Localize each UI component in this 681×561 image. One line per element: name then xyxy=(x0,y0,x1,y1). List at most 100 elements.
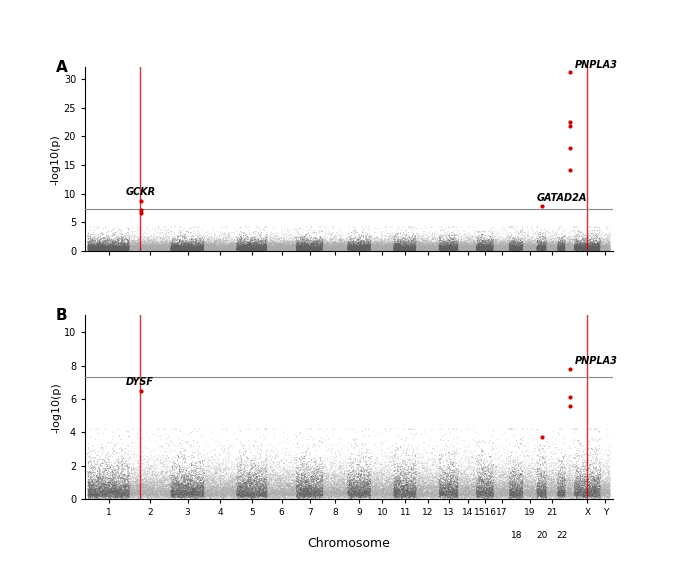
Point xyxy=(537,244,548,253)
Point xyxy=(92,246,103,255)
Point xyxy=(246,246,257,255)
Point xyxy=(475,236,486,245)
Point xyxy=(570,245,581,254)
Point xyxy=(321,238,332,247)
Point xyxy=(396,236,407,245)
Point xyxy=(402,465,413,474)
Point xyxy=(498,491,509,500)
Point xyxy=(432,446,443,455)
Point xyxy=(310,492,321,501)
Point xyxy=(387,489,398,498)
Point xyxy=(442,472,453,481)
Point xyxy=(215,491,225,500)
Point xyxy=(229,246,240,255)
Point xyxy=(575,242,586,251)
Point xyxy=(466,489,477,498)
Point xyxy=(163,488,174,496)
Point xyxy=(256,474,267,483)
Point xyxy=(573,472,584,481)
Point xyxy=(495,486,506,495)
Point xyxy=(521,239,532,248)
Point xyxy=(143,476,154,485)
Point xyxy=(168,243,178,252)
Point xyxy=(110,246,121,255)
Point xyxy=(339,480,350,489)
Point xyxy=(411,243,422,252)
Point xyxy=(535,472,545,481)
Point xyxy=(490,242,501,251)
Point xyxy=(215,476,226,485)
Point xyxy=(369,238,380,247)
Point xyxy=(292,245,303,254)
Point xyxy=(449,489,460,498)
Point xyxy=(110,492,121,501)
Point xyxy=(469,245,479,254)
Point xyxy=(533,488,544,497)
Point xyxy=(444,493,455,502)
Point xyxy=(343,245,354,254)
Point xyxy=(276,490,287,499)
Point xyxy=(337,491,348,500)
Point xyxy=(142,468,153,477)
Point xyxy=(155,475,166,484)
Point xyxy=(565,243,575,252)
Point xyxy=(315,246,326,255)
Point xyxy=(123,244,133,253)
Point xyxy=(600,238,611,247)
Point xyxy=(580,477,590,486)
Point xyxy=(242,245,253,254)
Point xyxy=(423,245,434,254)
Point xyxy=(525,474,536,483)
Point xyxy=(206,240,217,249)
Point xyxy=(98,246,109,255)
Point xyxy=(321,239,332,248)
Point xyxy=(366,480,377,489)
Point xyxy=(474,458,485,467)
Point xyxy=(394,489,405,498)
Point xyxy=(407,242,418,251)
Point xyxy=(151,240,162,249)
Point xyxy=(322,238,333,247)
Point xyxy=(488,242,498,251)
Point xyxy=(528,484,539,493)
Point xyxy=(496,472,507,481)
Point xyxy=(267,484,278,493)
Point xyxy=(535,243,545,252)
Point xyxy=(83,472,94,481)
Point xyxy=(525,243,536,252)
Point xyxy=(392,464,403,473)
Point xyxy=(285,245,296,254)
Point xyxy=(369,493,380,502)
Point xyxy=(221,484,232,493)
Point xyxy=(258,490,269,499)
Point xyxy=(174,241,185,250)
Point xyxy=(127,456,138,465)
Point xyxy=(142,486,153,495)
Point xyxy=(560,245,571,254)
Point xyxy=(142,241,153,250)
Point xyxy=(304,238,315,247)
Point xyxy=(399,244,410,253)
Point xyxy=(123,479,133,488)
Point xyxy=(387,470,398,479)
Point xyxy=(445,236,456,245)
Point xyxy=(285,470,296,479)
Point xyxy=(595,477,606,486)
Point xyxy=(299,487,310,496)
Point xyxy=(581,241,592,250)
Point xyxy=(243,245,254,254)
Point xyxy=(355,488,366,496)
Point xyxy=(475,485,486,494)
Point xyxy=(116,244,127,253)
Point xyxy=(360,245,370,254)
Point xyxy=(257,242,268,251)
Point xyxy=(550,454,561,463)
Point xyxy=(487,245,498,254)
Point xyxy=(158,471,169,480)
Point xyxy=(410,245,421,254)
Point xyxy=(351,470,362,479)
Point xyxy=(97,230,108,239)
Point xyxy=(417,469,428,478)
Point xyxy=(348,240,359,249)
Point xyxy=(151,477,162,486)
